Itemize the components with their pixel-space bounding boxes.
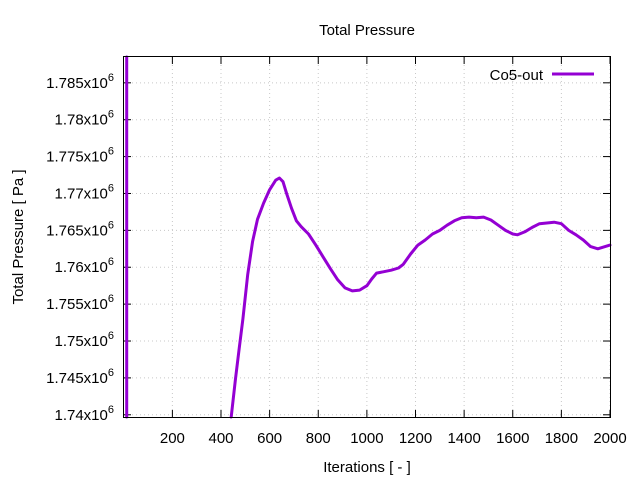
x-tick-label: 600	[257, 430, 282, 447]
y-tick-label: 1.755x106	[46, 293, 114, 313]
series-line-co5-out	[229, 176, 612, 419]
y-tick-label: 1.785x106	[46, 72, 114, 92]
axis-ticks	[124, 57, 611, 417]
y-tick-label: 1.74x106	[54, 404, 114, 424]
y-tick-label: 1.78x106	[54, 109, 114, 129]
x-tick-label: 1800	[545, 430, 578, 447]
legend: Co5-out	[490, 67, 594, 84]
y-tick-label: 1.75x106	[54, 330, 114, 350]
x-tick-labels: 200 400 600 800 1000 1200 1400 1600 1800 2000	[160, 430, 627, 447]
x-tick-label: 1200	[399, 430, 432, 447]
x-tick-label: 800	[306, 430, 331, 447]
grid	[124, 57, 611, 417]
x-tick-label: 1400	[447, 430, 480, 447]
y-tick-label: 1.745x106	[46, 367, 114, 387]
y-tick-label: 1.775x106	[46, 146, 114, 166]
x-axis-label: Iterations [ - ]	[323, 459, 411, 476]
x-tick-label: 2000	[593, 430, 626, 447]
chart-title: Total Pressure	[319, 22, 415, 39]
x-tick-label: 1000	[350, 430, 383, 447]
plot-border	[123, 56, 611, 418]
x-tick-label: 400	[208, 430, 233, 447]
y-tick-labels: 1.74x106 1.745x106 1.75x106 1.755x106 1.76x1…	[46, 72, 114, 424]
x-tick-label: 1600	[496, 430, 529, 447]
y-tick-label: 1.76x106	[54, 256, 114, 276]
x-tick-label: 200	[160, 430, 185, 447]
y-axis-label: Total Pressure [ Pa ]	[10, 169, 27, 304]
legend-label: Co5-out	[490, 67, 544, 84]
series-layer	[125, 55, 612, 419]
y-tick-label: 1.77x106	[54, 182, 114, 202]
y-tick-label: 1.765x106	[46, 219, 114, 239]
